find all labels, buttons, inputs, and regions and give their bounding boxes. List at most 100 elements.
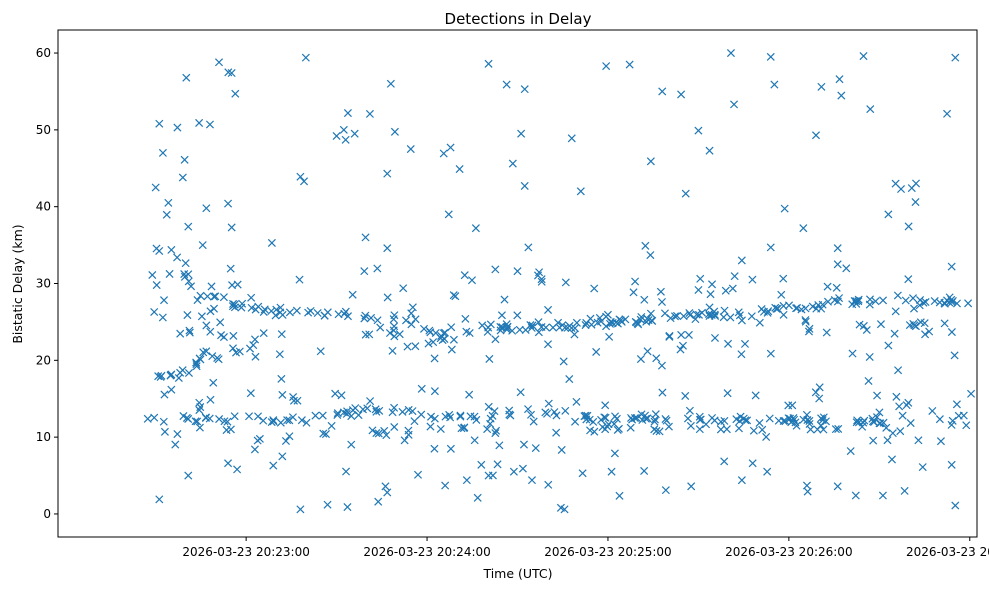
data-point [447, 345, 456, 354]
data-point [178, 173, 187, 182]
data-point [631, 277, 640, 286]
data-point [741, 416, 750, 425]
data-point [914, 436, 923, 445]
data-point [710, 333, 720, 342]
data-point [544, 399, 553, 408]
data-point [643, 314, 652, 323]
data-point [230, 300, 239, 309]
data-point [552, 411, 561, 420]
data-point [460, 271, 469, 280]
data-point [383, 169, 392, 178]
data-point [835, 294, 844, 303]
data-point [417, 384, 426, 393]
data-point [301, 53, 310, 62]
data-point [935, 415, 944, 424]
data-point [205, 414, 214, 423]
data-point [677, 330, 686, 339]
data-point [925, 327, 934, 336]
data-point [187, 282, 196, 291]
data-point [716, 417, 725, 426]
data-point [822, 328, 831, 337]
data-point [835, 75, 844, 84]
data-point [444, 210, 453, 219]
data-point [360, 314, 369, 323]
data-point [799, 224, 808, 233]
data-point [306, 306, 315, 315]
data-point [834, 424, 843, 433]
data-point [636, 315, 645, 324]
data-point [962, 421, 971, 430]
data-point [696, 274, 705, 283]
data-point [658, 388, 667, 397]
data-point [537, 275, 546, 284]
data-point [882, 423, 891, 432]
data-point [854, 297, 863, 306]
data-point [947, 420, 956, 429]
data-point [728, 284, 737, 293]
data-point [173, 123, 182, 132]
data-point [233, 280, 242, 289]
data-point [773, 304, 782, 313]
data-point [852, 297, 861, 306]
data-point [833, 244, 842, 253]
data-point [372, 407, 381, 416]
data-point [467, 276, 477, 285]
data-point [208, 352, 217, 361]
data-point [360, 267, 369, 276]
data-point [259, 329, 268, 338]
data-point [260, 305, 269, 314]
data-point [323, 500, 332, 509]
data-point [605, 319, 615, 328]
data-point [780, 204, 789, 213]
data-point [390, 422, 399, 432]
data-point [516, 388, 525, 397]
data-point [233, 465, 242, 474]
data-point [720, 306, 729, 315]
data-point [388, 408, 397, 417]
data-point [719, 313, 728, 322]
data-point [462, 476, 471, 485]
data-point [155, 495, 164, 504]
data-point [465, 390, 474, 399]
data-point [894, 366, 903, 375]
data-point [565, 375, 574, 384]
data-point [788, 401, 797, 410]
data-point [247, 293, 256, 302]
data-point [610, 449, 619, 458]
data-point [777, 290, 786, 299]
data-point [313, 309, 322, 318]
data-point [640, 466, 649, 475]
data-point [321, 430, 330, 439]
data-point [524, 405, 533, 414]
data-point [537, 277, 546, 286]
data-point [726, 49, 735, 58]
data-point [430, 354, 439, 363]
data-point [755, 418, 764, 428]
data-point [224, 459, 233, 468]
data-point [833, 260, 842, 269]
data-point [214, 355, 223, 364]
data-point [185, 328, 194, 337]
data-point [520, 181, 529, 190]
data-point [735, 311, 744, 320]
data-point [563, 323, 572, 332]
data-point [311, 411, 320, 420]
data-point [866, 105, 875, 114]
data-point [176, 368, 185, 377]
data-point [670, 312, 680, 321]
data-point [229, 331, 238, 340]
data-point [327, 421, 336, 430]
data-point [275, 350, 284, 359]
data-point [921, 330, 930, 339]
data-point [602, 62, 611, 71]
data-point [801, 316, 810, 325]
data-point [726, 313, 735, 322]
data-point [814, 301, 823, 310]
data-point [722, 425, 731, 434]
data-point [842, 264, 851, 273]
data-point [544, 480, 553, 489]
data-point [730, 272, 739, 281]
data-point [404, 405, 413, 414]
data-point [165, 269, 174, 278]
data-point [206, 395, 215, 404]
